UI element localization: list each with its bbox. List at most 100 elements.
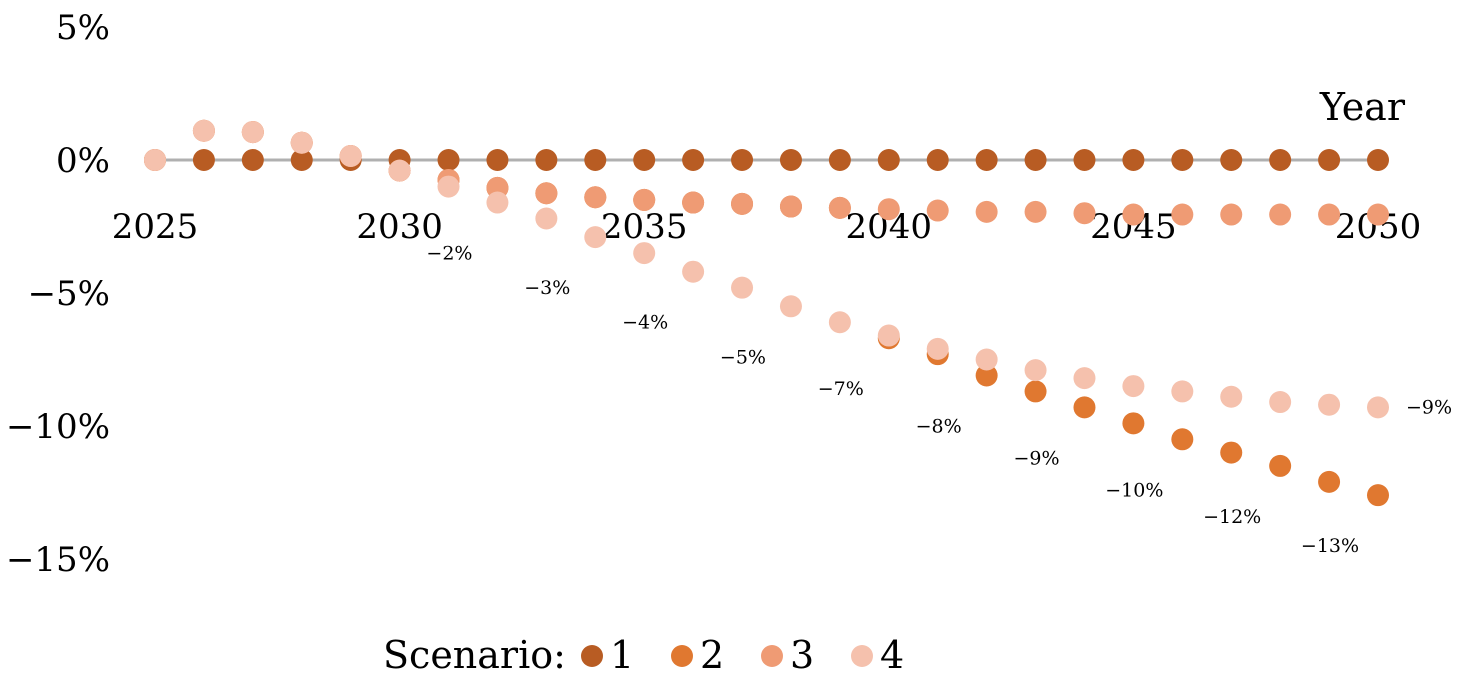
- point-scenario-1: [1073, 149, 1096, 171]
- point-scenario-3: [828, 196, 851, 219]
- point-scenario-2: [1073, 396, 1096, 419]
- point-scenario-3: [1171, 203, 1194, 226]
- legend-swatch-4: [851, 645, 873, 667]
- y-tick-label: 0%: [56, 141, 110, 181]
- point-scenario-3: [535, 182, 558, 205]
- point-scenario-4: [682, 260, 705, 283]
- point-scenario-4: [535, 207, 558, 230]
- data-label: −9%: [1406, 396, 1452, 418]
- legend-label-4: 4: [880, 633, 904, 677]
- point-scenario-4: [1367, 396, 1389, 419]
- point-scenario-1: [731, 149, 754, 171]
- point-scenario-4: [192, 119, 215, 142]
- point-scenario-4: [584, 226, 607, 249]
- legend-swatch-1: [581, 645, 603, 667]
- point-scenario-4: [437, 175, 460, 198]
- point-scenario-1: [682, 149, 705, 171]
- point-scenario-3: [682, 191, 705, 214]
- point-scenario-2: [1122, 412, 1145, 435]
- point-scenario-2: [1220, 441, 1243, 464]
- point-scenario-1: [1024, 149, 1047, 171]
- legend-label-3: 3: [790, 633, 814, 677]
- point-scenario-2: [1367, 484, 1389, 507]
- point-scenario-4: [779, 295, 802, 318]
- point-scenario-1: [584, 149, 607, 171]
- point-scenario-4: [339, 145, 362, 168]
- point-scenario-3: [975, 200, 998, 223]
- point-scenario-4: [1318, 393, 1341, 416]
- point-scenario-1: [290, 149, 313, 171]
- data-label: −8%: [916, 415, 962, 437]
- x-tick-label: 2030: [356, 207, 443, 247]
- point-scenario-3: [1024, 200, 1047, 223]
- point-scenario-2: [1171, 428, 1194, 451]
- point-scenario-4: [1073, 367, 1096, 390]
- data-label: −9%: [1013, 447, 1059, 469]
- data-labels: −2% −3% −4% −5% −7% −8% −9% −10% −12% −13% −9%: [426, 243, 1452, 558]
- data-points: [144, 119, 1389, 507]
- point-scenario-3: [1220, 203, 1243, 226]
- point-scenario-4: [144, 149, 166, 171]
- point-scenario-3: [1318, 203, 1341, 226]
- point-scenario-4: [1171, 380, 1194, 403]
- point-scenario-4: [926, 337, 949, 360]
- point-scenario-3: [1269, 203, 1292, 226]
- point-scenario-4: [290, 131, 313, 154]
- point-scenario-1: [926, 149, 949, 171]
- x-tick-label: 2025: [112, 207, 199, 247]
- point-scenario-4: [828, 311, 851, 334]
- legend-label-1: 1: [610, 633, 634, 677]
- point-scenario-3: [1367, 203, 1389, 226]
- data-label: −5%: [720, 346, 766, 368]
- point-scenario-3: [584, 186, 607, 209]
- point-scenario-4: [1122, 375, 1145, 398]
- data-label: −2%: [426, 243, 472, 265]
- point-scenario-1: [779, 149, 802, 171]
- point-scenario-3: [1122, 203, 1145, 226]
- point-scenario-1: [192, 149, 215, 171]
- point-scenario-1: [1367, 149, 1389, 171]
- point-scenario-4: [877, 324, 900, 347]
- point-scenario-1: [1269, 149, 1292, 171]
- point-scenario-1: [828, 149, 851, 171]
- point-scenario-1: [241, 149, 264, 171]
- y-tick-label: −10%: [6, 407, 110, 447]
- y-tick-label: −15%: [6, 540, 110, 580]
- point-scenario-2: [975, 364, 998, 387]
- data-label: −7%: [818, 378, 864, 400]
- point-scenario-1: [633, 149, 656, 171]
- point-scenario-2: [1318, 470, 1341, 493]
- point-scenario-4: [1024, 359, 1047, 382]
- point-scenario-4: [975, 348, 998, 371]
- point-scenario-4: [633, 242, 656, 265]
- point-scenario-2: [1024, 380, 1047, 403]
- point-scenario-4: [1269, 391, 1292, 414]
- point-scenario-4: [486, 191, 509, 214]
- y-axis-ticks: 5% 0% −5% −10% −15%: [6, 8, 110, 580]
- legend-title: Scenario:: [383, 633, 566, 677]
- data-label: −10%: [1105, 479, 1163, 501]
- point-scenario-3: [633, 188, 656, 211]
- point-scenario-4: [388, 159, 411, 182]
- x-tick-label: 2035: [601, 207, 688, 247]
- point-scenario-3: [926, 199, 949, 222]
- data-label: −3%: [524, 277, 570, 299]
- point-scenario-1: [486, 149, 509, 171]
- y-tick-label: 5%: [56, 8, 110, 48]
- point-scenario-4: [241, 121, 264, 144]
- legend-label-2: 2: [700, 633, 724, 677]
- point-scenario-2: [1269, 454, 1292, 477]
- point-scenario-1: [1122, 149, 1145, 171]
- y-tick-label: −5%: [28, 274, 110, 314]
- point-scenario-3: [1073, 202, 1096, 225]
- legend-swatch-2: [671, 645, 693, 667]
- data-label: −12%: [1203, 506, 1261, 528]
- x-axis-title: Year: [1319, 85, 1406, 129]
- point-scenario-1: [1171, 149, 1194, 171]
- point-scenario-1: [535, 149, 558, 171]
- point-scenario-4: [1220, 385, 1243, 408]
- point-scenario-1: [1220, 149, 1243, 171]
- point-scenario-3: [779, 195, 802, 218]
- point-scenario-3: [731, 192, 754, 215]
